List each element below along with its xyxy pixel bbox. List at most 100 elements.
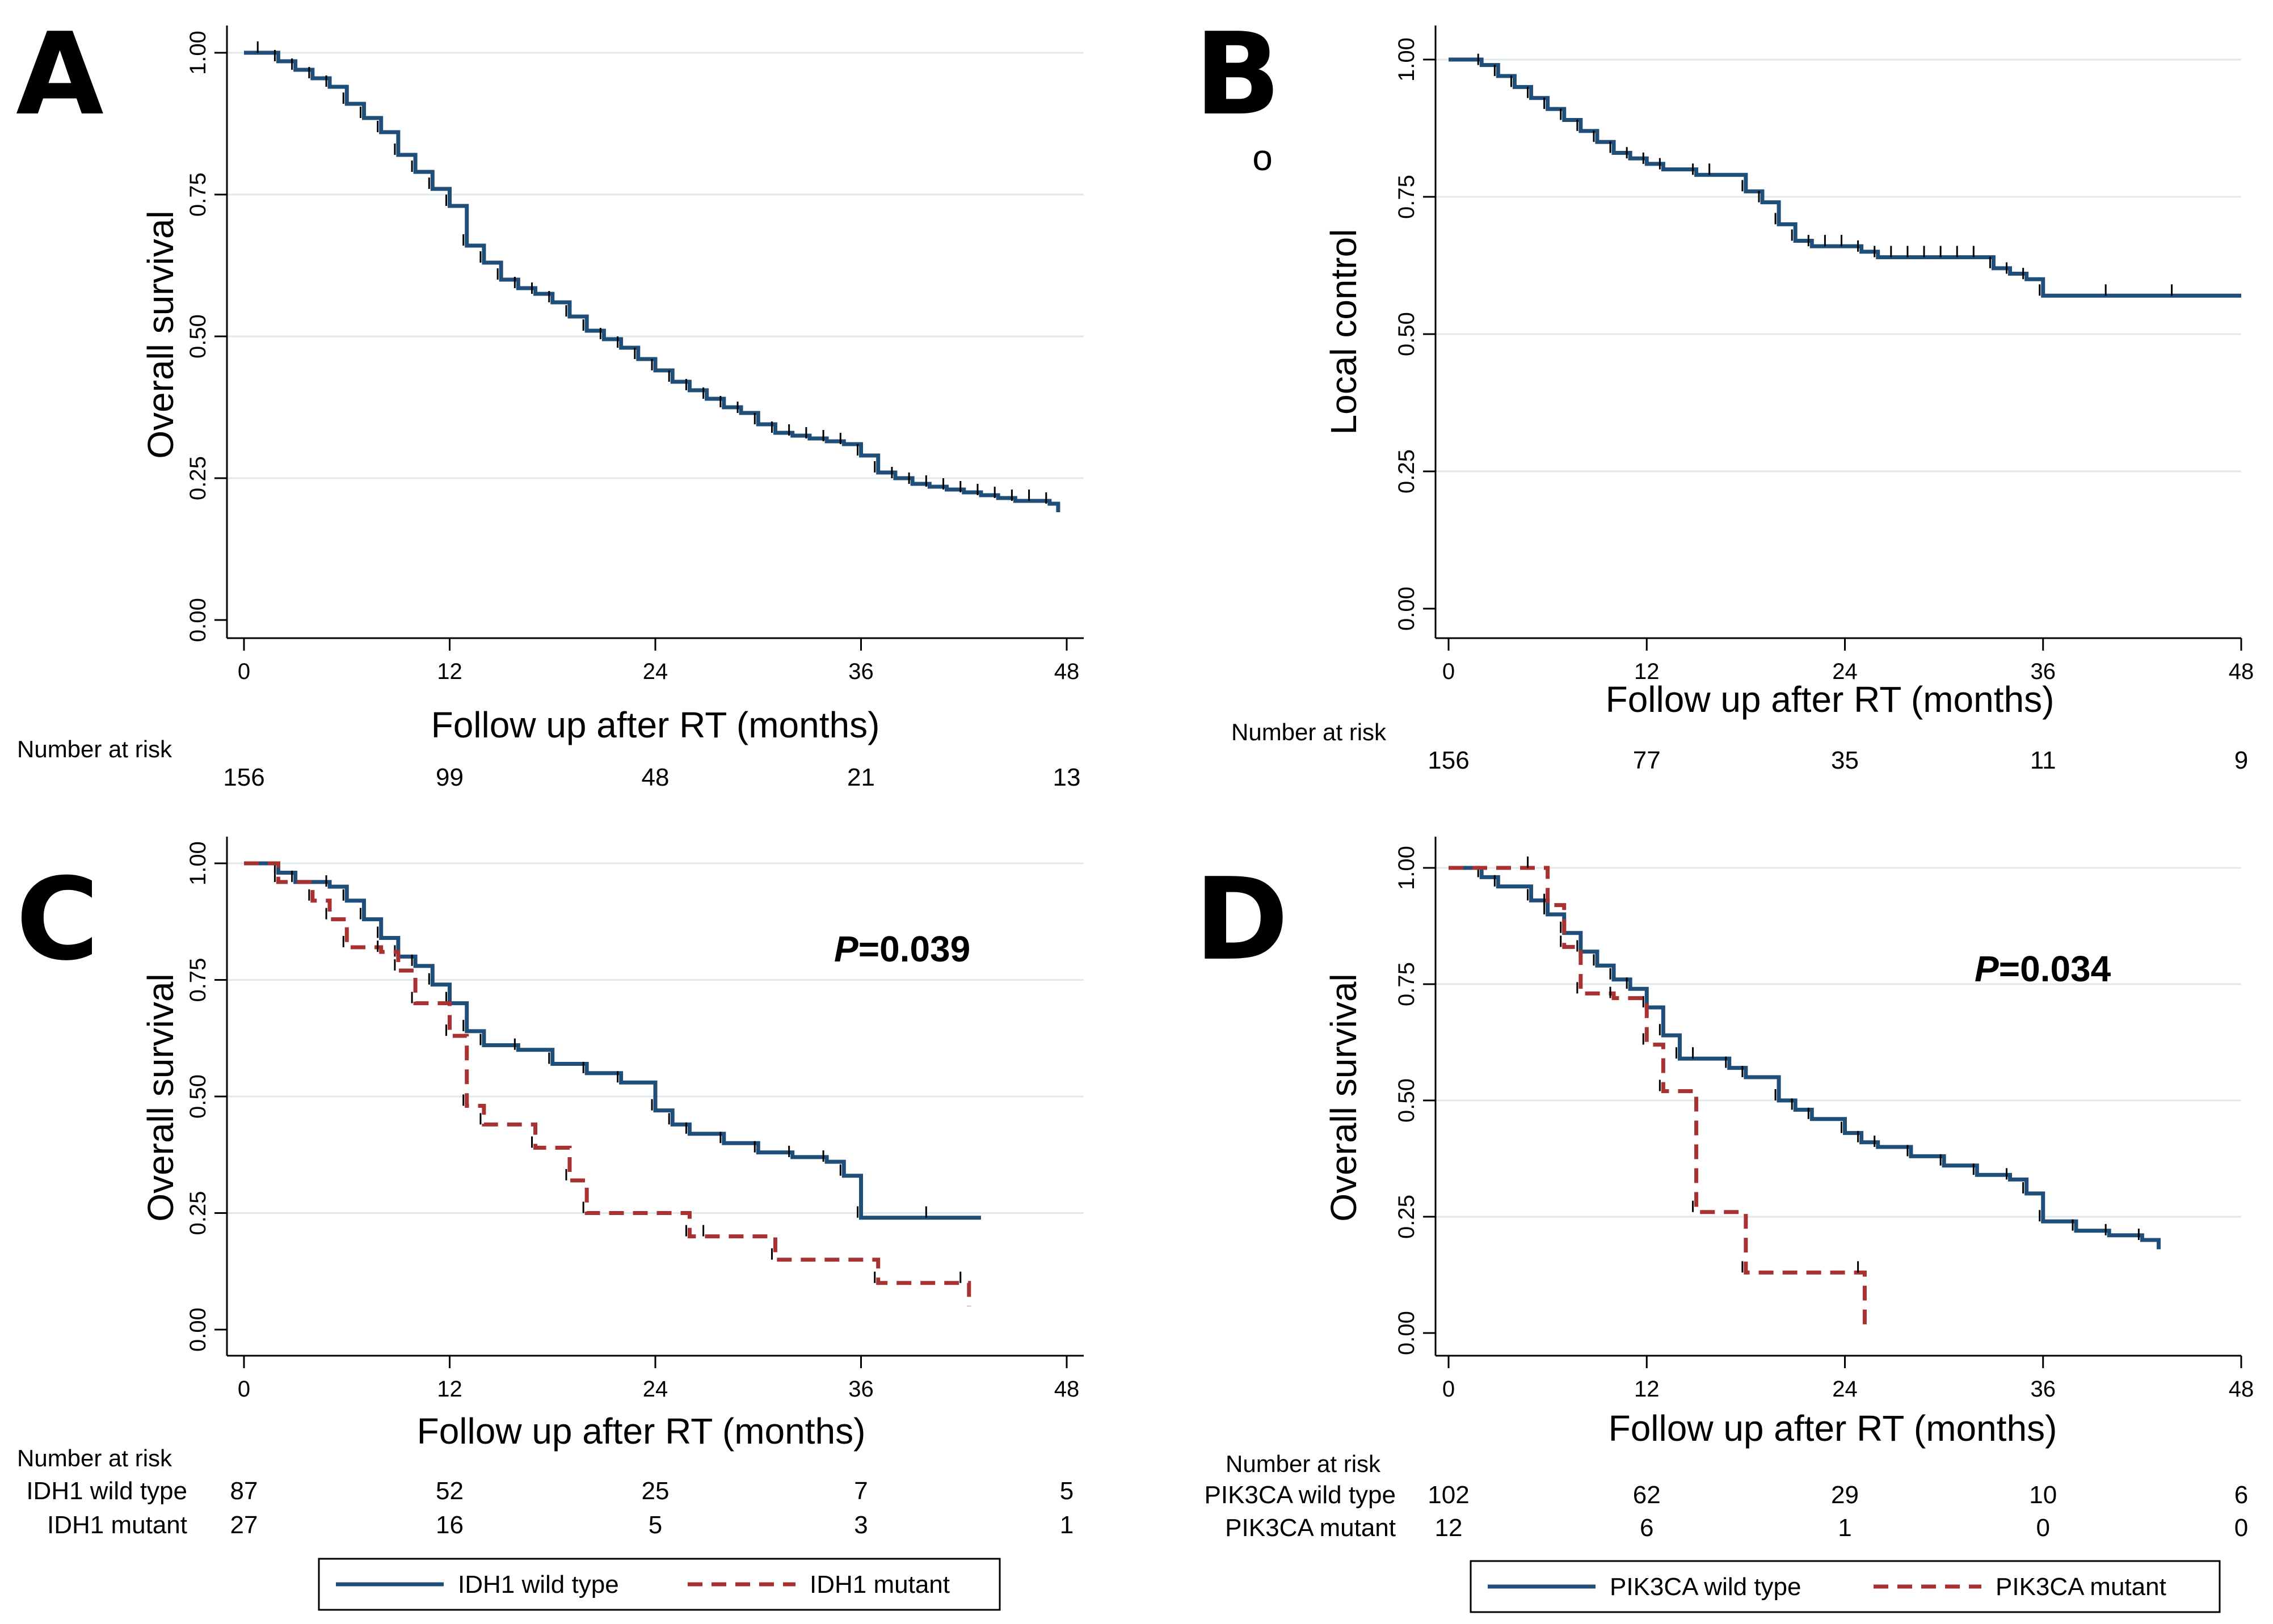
p-value: P=0.034	[1975, 948, 2111, 989]
risk-value: 156	[1428, 746, 1469, 774]
risk-value: 0	[2234, 1514, 2248, 1542]
x-tick-label: 0	[238, 659, 250, 684]
y-tick-label: 0.25	[186, 1191, 211, 1235]
panel-a: A 0.00 0.25 0.50 0.75 1.00 0 12 24 36 48 Follow up …	[16, 9, 1084, 791]
x-tick-label: 36	[848, 1377, 874, 1402]
x-tick-label: 24	[1832, 1377, 1858, 1402]
risk-value: 156	[223, 764, 264, 791]
p-value-label: P	[834, 929, 858, 969]
y-tick-label: 0.50	[1394, 312, 1419, 356]
x-tick-label: 12	[1634, 659, 1660, 684]
risk-value: 35	[1831, 746, 1859, 774]
x-tick-label: 12	[437, 659, 462, 684]
x-tick-label: 48	[1054, 1377, 1080, 1402]
y-tick-label: 1.00	[186, 841, 211, 885]
risk-value: 25	[642, 1477, 670, 1505]
risk-value: 1	[1838, 1514, 1851, 1542]
x-axis-label: Follow up after RT (months)	[417, 1411, 866, 1452]
risk-value: 29	[1831, 1481, 1859, 1509]
x-tick-label: 12	[1634, 1377, 1660, 1402]
x-axis-label: Follow up after RT (months)	[431, 705, 880, 745]
legend: PIK3CA wild type PIK3CA mutant	[1470, 1560, 2221, 1613]
x-tick-label: 48	[1054, 659, 1080, 684]
risk-value: 99	[436, 764, 464, 791]
y-tick-label: 0.00	[186, 598, 211, 642]
series-overall	[244, 41, 1060, 512]
risk-value: 0	[2036, 1514, 2050, 1542]
risk-table: Number at risk IDH1 wild type 87 52 25 7 5 IDH1…	[17, 1445, 1074, 1539]
risk-table-title: Number at risk	[1231, 719, 1387, 745]
risk-row-label: PIK3CA wild type	[1205, 1481, 1396, 1509]
p-value-label: P	[1975, 948, 1999, 989]
series-local-control	[1449, 53, 2241, 298]
y-tick-label: 1.00	[1394, 846, 1419, 890]
panel-letter: A	[16, 9, 104, 141]
y-tick-label: 1.00	[186, 31, 211, 75]
risk-value: 5	[649, 1511, 662, 1539]
x-tick-label: 0	[1442, 1377, 1455, 1402]
x-tick-label: 24	[643, 1377, 668, 1402]
x-tick-label: 0	[238, 1377, 250, 1402]
km-step-line	[1449, 866, 1867, 1333]
panel-letter: C	[16, 854, 99, 986]
risk-table-title: Number at risk	[17, 1445, 172, 1471]
risk-value: 1	[1060, 1511, 1074, 1539]
p-value-text: =0.039	[858, 929, 971, 969]
panel-c: C 0.00 0.25 0.50 0.75 1.00 0 12 24 36 48 Follow up …	[16, 837, 1084, 1611]
risk-value: 62	[1633, 1481, 1661, 1509]
risk-value: 27	[230, 1511, 258, 1539]
km-step-line	[1449, 866, 2161, 1250]
risk-value: 5	[1060, 1477, 1074, 1505]
y-tick-label: 0.50	[186, 314, 211, 358]
x-axis-label: Follow up after RT (months)	[1606, 679, 2055, 720]
legend-label: PIK3CA wild type	[1610, 1573, 1801, 1601]
y-axis-label: Overall survival	[140, 210, 181, 458]
risk-value: 77	[1633, 746, 1661, 774]
y-tick-label: 0.75	[1394, 175, 1419, 219]
risk-table: Number at risk 156 99 48 21 13	[17, 736, 1080, 791]
axes: 0.00 0.25 0.50 0.75 1.00 0 12 24 36 48	[186, 837, 1084, 1402]
risk-value: 6	[2234, 1481, 2248, 1509]
risk-value: 10	[2029, 1481, 2057, 1509]
risk-value: 16	[436, 1511, 464, 1539]
x-tick-label: 36	[2031, 1377, 2056, 1402]
series-pik3ca-mutant	[1449, 857, 1867, 1333]
p-value: P=0.039	[834, 929, 970, 969]
risk-row-label: PIK3CA mutant	[1225, 1514, 1396, 1542]
y-tick-label: 0.00	[1394, 587, 1419, 631]
y-tick-label: 0.75	[186, 958, 211, 1002]
risk-value: 52	[436, 1477, 464, 1505]
y-tick-label: 0.00	[1394, 1311, 1419, 1355]
y-tick-label: 0.00	[186, 1307, 211, 1352]
x-tick-label: 12	[437, 1377, 462, 1402]
panel-letter: B	[1194, 9, 1281, 141]
x-tick-label: 36	[848, 659, 874, 684]
risk-value: 11	[2030, 746, 2056, 774]
p-value-text: =0.034	[1999, 948, 2111, 989]
y-tick-label: 1.00	[1394, 37, 1419, 82]
risk-value: 12	[1435, 1514, 1463, 1542]
x-tick-label: 36	[2031, 659, 2056, 684]
x-axis-label: Follow up after RT (months)	[1609, 1408, 2057, 1449]
y-axis-label: Overall survival	[140, 973, 181, 1221]
legend-label: IDH1 wild type	[458, 1571, 619, 1598]
risk-value: 6	[1640, 1514, 1653, 1542]
risk-row-label: IDH1 mutant	[47, 1511, 187, 1539]
series-pik3ca-wild-type	[1449, 866, 2161, 1250]
legend-label: IDH1 mutant	[810, 1571, 950, 1598]
y-tick-label: 0.25	[1394, 449, 1419, 493]
x-tick-label: 48	[2229, 659, 2254, 684]
km-step-line	[244, 861, 981, 1220]
y-tick-label: 0.75	[1394, 962, 1419, 1006]
km-step-line	[244, 50, 1060, 512]
y-tick-label: 0.75	[186, 172, 211, 217]
panel-d: D 0.00 0.25 0.50 0.75 1.00 0 12 24 36 48 Follow up …	[1194, 837, 2254, 1613]
y-tick-label: 0.50	[186, 1074, 211, 1119]
risk-table-title: Number at risk	[1226, 1450, 1381, 1477]
series-idh1-mutant	[244, 861, 971, 1306]
panel-letter: D	[1194, 854, 1289, 986]
y-tick-label: 0.25	[1394, 1195, 1419, 1239]
risk-value: 102	[1428, 1481, 1469, 1509]
risk-value: 87	[230, 1477, 258, 1505]
